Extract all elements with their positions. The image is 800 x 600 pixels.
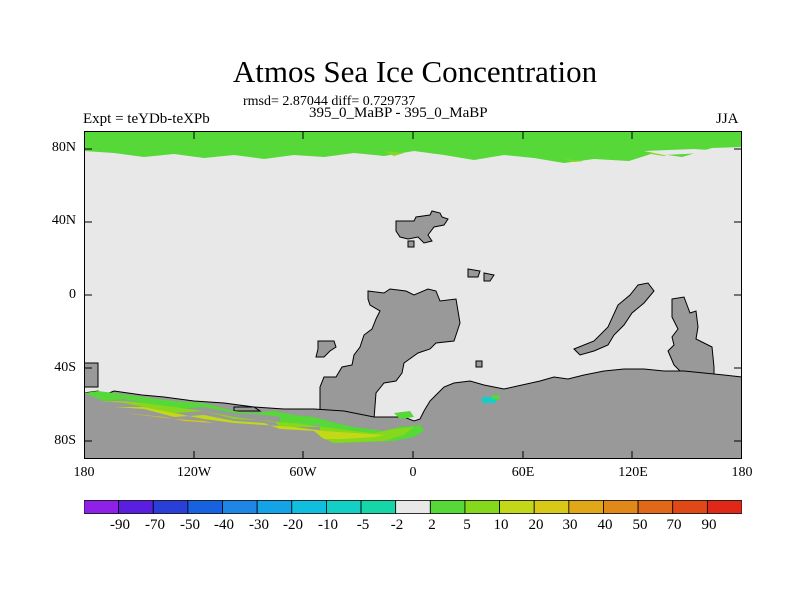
colorbar-swatches	[84, 500, 742, 514]
colorbar-label: 2	[428, 517, 436, 533]
x-tick-label-60e: 60E	[511, 465, 535, 480]
colorbar-label: -50	[180, 517, 200, 533]
y-tick-label-40n: 40N	[51, 213, 76, 228]
north-america-land	[395, 210, 449, 244]
colorbar-label: 10	[493, 517, 509, 533]
colorbar-label: 50	[632, 517, 648, 533]
y-tick-label-80n: 80N	[51, 140, 76, 155]
pacific-west-land	[84, 362, 99, 388]
x-tick-label-60w: 60W	[289, 465, 317, 480]
period-label: 395_0_MaBP - 395_0_MaBP	[309, 105, 488, 121]
indian-ocean-ice-low	[492, 395, 500, 399]
colorbar-swatch	[118, 500, 154, 514]
colorbar-swatch	[84, 500, 120, 514]
arctic-ice-low	[84, 131, 742, 163]
plot-title: Atmos Sea Ice Concentration	[232, 54, 598, 89]
x-tick-label-180e: 180	[731, 465, 753, 480]
colorbar-swatch	[533, 500, 570, 514]
colorbar-swatch	[464, 500, 500, 514]
colorbar-label: -30	[249, 517, 269, 533]
africa-islands	[467, 268, 495, 282]
colorbar-swatch	[568, 500, 604, 514]
weddell-ice-low	[394, 411, 414, 419]
colorbar-label: -90	[110, 517, 130, 533]
axis-ticks	[84, 131, 742, 459]
asia-arc-land	[573, 282, 655, 356]
colorbar-swatch	[256, 500, 293, 514]
colorbar-swatch	[637, 500, 674, 514]
antarctic-peninsula-land	[233, 406, 262, 412]
arctic-sea-ice	[84, 131, 742, 163]
colorbar-swatch	[291, 500, 327, 514]
antarctic-ice-peak	[124, 413, 214, 423]
colorbar-swatch	[603, 500, 639, 514]
y-tick-label-0: 0	[69, 287, 76, 302]
colorbar	[84, 500, 742, 514]
sea-ice-map	[84, 131, 742, 459]
atlantic-island	[475, 360, 483, 368]
antarctic-ice-high	[114, 407, 384, 439]
caribbean-island	[407, 240, 415, 248]
colorbar-swatch	[152, 500, 189, 514]
colorbar-label: -2	[390, 517, 404, 533]
colorbar-label: 30	[562, 517, 578, 533]
antarctic-sea-ice	[84, 391, 500, 443]
land-masses	[84, 210, 742, 459]
colorbar-label: 40	[597, 517, 613, 533]
colorbar-label: 70	[666, 517, 682, 533]
x-tick-label-180w: 180	[73, 465, 95, 480]
colorbar-label: 90	[701, 517, 717, 533]
colorbar-swatch	[326, 500, 362, 514]
stats-label: rmsd= 2.87044 diff= 0.729737	[243, 94, 416, 109]
colorbar-label: -5	[356, 517, 370, 533]
experiment-label: Expt = teYDb-teXPb	[83, 111, 210, 127]
x-tick-label-120w: 120W	[176, 465, 212, 480]
colorbar-label: -20	[283, 517, 303, 533]
colorbar-label: -70	[145, 517, 165, 533]
colorbar-swatch	[499, 500, 535, 514]
colorbar-label: 20	[528, 517, 544, 533]
colorbar-label: -40	[214, 517, 234, 533]
colorbar-label: -10	[318, 517, 338, 533]
colorbar-swatch	[672, 500, 708, 514]
x-tick-label-120e: 120E	[618, 465, 648, 480]
colorbar-label: 5	[463, 517, 471, 533]
colorbar-swatch	[706, 500, 742, 514]
colorbar-swatch	[360, 500, 397, 514]
colorbar-swatch	[187, 500, 223, 514]
colorbar-swatch	[222, 500, 258, 514]
arctic-ice-gap	[644, 149, 724, 155]
x-tick-label-0: 0	[409, 465, 417, 480]
colorbar-swatch	[395, 500, 431, 514]
y-tick-label-40s: 40S	[54, 360, 76, 375]
y-tick-label-80s: 80S	[54, 433, 76, 448]
central-america-land	[315, 340, 337, 358]
antarctica-land	[84, 368, 742, 459]
season-label: JJA	[716, 111, 739, 127]
colorbar-swatch	[429, 500, 466, 514]
south-america-land	[319, 288, 461, 420]
